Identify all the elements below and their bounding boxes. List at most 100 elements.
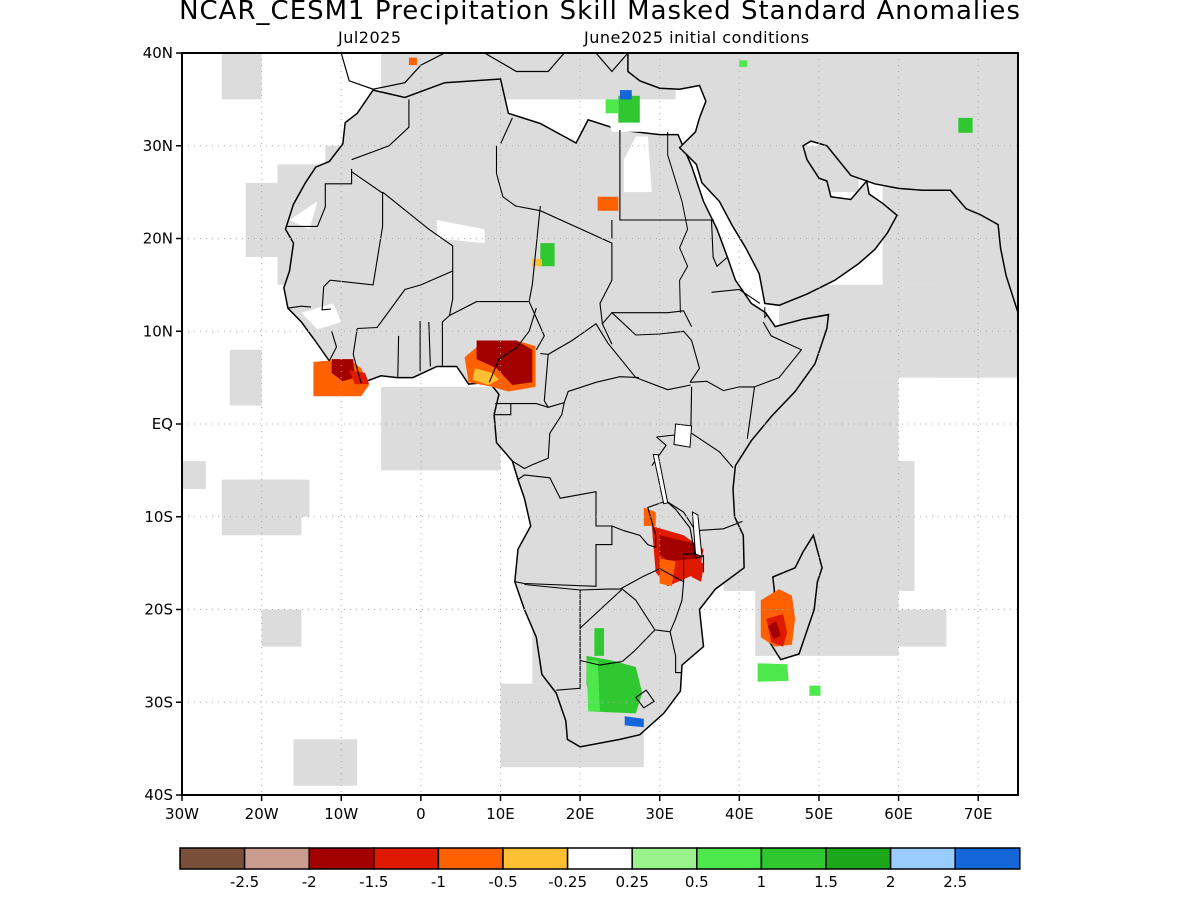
- lat-tick-label: 30S: [144, 693, 173, 711]
- country-border: [669, 631, 682, 674]
- mask-block: [229, 349, 262, 406]
- europe-coastline: [340, 53, 629, 90]
- anomaly-patch: [643, 507, 656, 526]
- country-border: [635, 689, 655, 709]
- anomaly-patch: [532, 258, 542, 267]
- legend-swatch: [954, 847, 1021, 870]
- country-border: [691, 432, 734, 468]
- country-borders: [285, 99, 803, 709]
- anomaly-patch: [739, 60, 748, 67]
- no-skill-area: [623, 136, 652, 193]
- color-legend: -2.5 -2 -1.5 -1 -0.5 -0.25 0.25 0.5 1 1.5 2 2.5: [179, 847, 1021, 891]
- legend-label: -2.5: [230, 873, 259, 891]
- mask-block: [261, 609, 302, 647]
- country-border: [285, 168, 353, 227]
- country-border: [351, 99, 410, 161]
- legend-swatch: [243, 847, 310, 870]
- bab-el-mandeb: [764, 307, 768, 319]
- anomaly-patch: [331, 359, 355, 382]
- legend-label: 0.25: [615, 873, 648, 891]
- anomaly-patch: [618, 95, 640, 123]
- lon-tick-label: 40E: [725, 805, 754, 823]
- anomaly-patch: [659, 535, 700, 562]
- lat-tick-label: 10S: [144, 508, 173, 526]
- country-border: [665, 500, 697, 558]
- country-border: [667, 384, 691, 391]
- country-border: [321, 279, 331, 311]
- no-skill-area: [436, 220, 485, 244]
- legend-swatch: [889, 847, 956, 870]
- anomaly-patch: [624, 716, 644, 728]
- country-border: [357, 191, 454, 330]
- eurasia-coastline: [627, 53, 1018, 313]
- mask-block: [245, 479, 310, 517]
- anomaly-patch: [757, 663, 789, 682]
- country-border: [287, 305, 312, 309]
- legend-label: -2: [302, 873, 317, 891]
- anomaly-patch: [958, 117, 973, 133]
- anomaly-patch: [809, 685, 821, 696]
- country-border: [579, 581, 685, 633]
- country-border: [746, 321, 803, 439]
- anomaly-patch: [586, 655, 643, 714]
- mask-block: [221, 53, 262, 100]
- legend-swatch: [760, 847, 827, 870]
- lake-outline: [652, 454, 669, 505]
- country-border: [514, 474, 613, 587]
- legend-label: -1: [431, 873, 446, 891]
- lat-tick-label: 20S: [144, 601, 173, 619]
- country-border: [689, 380, 755, 392]
- lon-tick-label: 30E: [645, 805, 674, 823]
- lon-tick-label: 20E: [566, 805, 595, 823]
- anomaly-patch: [472, 368, 499, 385]
- africa-coastline: [283, 78, 830, 748]
- lon-tick-label: 60E: [884, 805, 913, 823]
- anomaly-patch: [594, 628, 604, 656]
- mask-block: [293, 739, 358, 786]
- country-border: [512, 402, 565, 470]
- no-skill-area: [301, 303, 342, 330]
- country-border: [711, 288, 761, 304]
- legend-swatch: [566, 847, 633, 870]
- country-border: [611, 500, 667, 549]
- country-border: [428, 321, 431, 367]
- country-border: [449, 301, 530, 316]
- anomaly-patch: [586, 660, 600, 712]
- subtitle-initial-conditions: June2025 initial conditions: [584, 28, 810, 47]
- subtitle-month: Jul2025: [338, 28, 402, 47]
- legend-swatch: [437, 847, 504, 870]
- country-border: [352, 328, 362, 384]
- legend-label: 1: [757, 873, 767, 891]
- country-border: [621, 629, 656, 662]
- map-content: [182, 53, 1018, 795]
- nile-river: [667, 131, 689, 313]
- country-border: [494, 403, 549, 408]
- lat-tick-label: 10N: [143, 322, 173, 340]
- country-border: [524, 583, 620, 591]
- mask-block: [381, 386, 501, 471]
- anomaly-patch: [540, 243, 555, 267]
- legend-swatch: [308, 847, 375, 870]
- legend-swatch: [179, 847, 246, 870]
- country-border: [619, 500, 701, 590]
- anomaly-patch: [597, 196, 619, 211]
- legend-label: 1.5: [814, 873, 838, 891]
- country-border: [330, 171, 384, 286]
- country-border: [611, 310, 693, 327]
- lat-tick-label: 30N: [143, 137, 173, 155]
- mask-block: [182, 461, 206, 489]
- grid-lines: [182, 53, 1018, 795]
- anomaly-patch: [605, 99, 619, 114]
- lat-tick-label: EQ: [152, 415, 173, 433]
- no-skill-area: [289, 201, 318, 230]
- lat-tick-label: 40N: [143, 44, 173, 62]
- legend-swatch: [825, 847, 892, 870]
- legend-label: 2.5: [943, 873, 967, 891]
- lat-tick-label: 40S: [144, 786, 173, 804]
- country-border: [710, 219, 728, 268]
- anomaly-patch: [476, 340, 533, 385]
- legend-swatch: [696, 847, 763, 870]
- anomaly-patch: [408, 57, 417, 66]
- lon-tick-label: 0: [416, 805, 426, 823]
